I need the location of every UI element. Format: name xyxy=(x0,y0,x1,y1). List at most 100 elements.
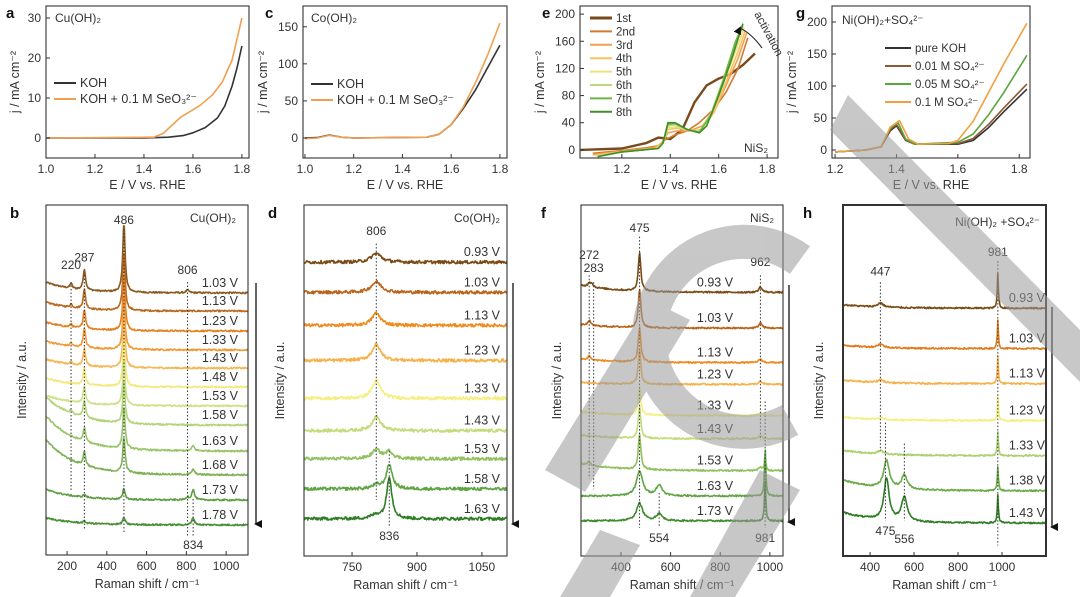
potential-label: 1.43 V xyxy=(464,414,501,428)
peak-label: 556 xyxy=(894,532,914,546)
spectrum-9 xyxy=(46,437,248,477)
potential-label: 1.78 V xyxy=(202,508,239,522)
plot-frame xyxy=(831,5,1031,159)
y-axis-label: Intensity / a.u. xyxy=(550,342,564,420)
peak-label: 806 xyxy=(366,224,386,238)
potential-label: 1.53 V xyxy=(202,389,239,403)
potential-label: 1.13 V xyxy=(697,346,734,360)
peak-label: 475 xyxy=(630,221,650,235)
watermark-stroke xyxy=(560,530,640,597)
spectrum-7 xyxy=(304,463,507,492)
potential-label: 0.93 V xyxy=(464,245,501,259)
potential-label: 0.93 V xyxy=(697,275,734,289)
x-axis-label: E / V vs. RHE xyxy=(367,178,443,192)
potential-label: 1.63 V xyxy=(697,479,734,493)
potential-label: 1.13 V xyxy=(1009,367,1046,381)
x-tick-label: 1.8 xyxy=(234,162,251,176)
x-tick-label: 600 xyxy=(904,560,924,574)
x-tick-label: 400 xyxy=(860,560,880,574)
x-tick-label: 1.0 xyxy=(297,162,314,176)
peak-label: 475 xyxy=(875,524,895,538)
potential-label: 1.23 V xyxy=(202,314,239,328)
potential-label: 1.53 V xyxy=(464,442,501,456)
legend-label: KOH xyxy=(337,77,364,91)
peak-label: 447 xyxy=(870,265,890,279)
plot-area xyxy=(304,252,507,522)
plot-area xyxy=(46,17,243,139)
x-tick-label: 400 xyxy=(97,559,117,573)
spectrum-10 xyxy=(46,487,248,502)
legend-label: 1st xyxy=(616,13,632,25)
panel-title: Co(OH)₂ xyxy=(311,11,357,25)
x-tick-label: 900 xyxy=(407,560,427,574)
potential-label: 1.43 V xyxy=(1009,506,1046,520)
panel-letter: a xyxy=(6,5,15,22)
x-tick-label: 1.4 xyxy=(136,162,153,176)
legend-label: 7th xyxy=(616,93,632,105)
plot-area xyxy=(304,22,501,140)
panel-title: NiS₂ xyxy=(744,141,768,155)
y-axis-label: j / mA cm⁻² xyxy=(256,51,270,114)
legend-label: 5th xyxy=(616,67,632,79)
peak-label: 272 xyxy=(579,248,599,262)
plot-area xyxy=(580,23,756,158)
spectrum-1 xyxy=(843,319,1046,351)
potential-label: 1.03 V xyxy=(464,275,501,289)
watermark xyxy=(545,95,1080,597)
plot-area xyxy=(843,272,1046,525)
x-tick-label: 1.6 xyxy=(710,162,727,176)
x-tick-label: 1.6 xyxy=(443,162,460,176)
spectrum-3 xyxy=(304,342,507,363)
x-tick-label: 1000 xyxy=(213,559,240,573)
potential-label: 1.38 V xyxy=(1009,474,1046,488)
y-axis-label: Intensity / a.u. xyxy=(273,342,287,420)
spectrum-6 xyxy=(581,433,783,473)
y-tick-label: 160 xyxy=(555,34,575,48)
potential-label: 1.73 V xyxy=(697,504,734,518)
series-line-0 xyxy=(46,45,243,139)
spectrum-4 xyxy=(843,431,1046,458)
spectrum-0 xyxy=(304,252,507,265)
spectrum-2 xyxy=(843,354,1046,386)
potential-label: 1.23 V xyxy=(1009,404,1046,418)
x-tick-label: 1.0 xyxy=(38,162,55,176)
panel-d: 0.93 V 1.03 V 1.13 V 1.23 V 1.33 V 1.43 V 1.53… xyxy=(268,204,519,592)
spectrum-4 xyxy=(304,378,507,401)
x-tick-label: 1.2 xyxy=(345,162,362,176)
y-axis-label: j / mA cm⁻² xyxy=(785,51,799,114)
legend-label: 6th xyxy=(616,80,632,92)
peak-label: 554 xyxy=(649,531,669,545)
potential-label: 1.13 V xyxy=(464,308,501,322)
panel-title: Cu(OH)₂ xyxy=(55,11,101,25)
series-line-1 xyxy=(46,17,243,139)
legend-label: 2nd xyxy=(616,26,635,38)
spectrum-1 xyxy=(304,279,507,295)
potential-label: 1.33 V xyxy=(1009,439,1046,453)
y-tick-label: 200 xyxy=(555,7,575,21)
x-axis-label: E / V vs. RHE xyxy=(109,178,185,192)
watermark-arc xyxy=(632,224,810,449)
x-tick-label: 1000 xyxy=(989,560,1016,574)
y-tick-label: 0 xyxy=(820,143,827,157)
series-line-1 xyxy=(304,22,501,140)
potential-label: 1.03 V xyxy=(697,311,734,325)
spectrum-5 xyxy=(304,414,507,433)
spectrum-5 xyxy=(46,338,248,389)
plot-frame xyxy=(579,5,779,159)
potential-label: 1.58 V xyxy=(202,408,239,422)
legend-label: 0.05 M SO₄²⁻ xyxy=(915,79,985,91)
y-tick-label: 150 xyxy=(278,20,298,34)
x-axis-label: E / V vs. RHE xyxy=(641,178,717,192)
legend-label: KOH + 0.1 M SeO₃²⁻ xyxy=(337,93,454,107)
potential-label: 1.33 V xyxy=(464,381,501,395)
potential-label: 1.48 V xyxy=(202,370,239,384)
potential-label: 1.63 V xyxy=(202,434,239,448)
x-tick-label: 1050 xyxy=(469,560,496,574)
x-tick-label: 1.2 xyxy=(827,162,844,176)
spectrum-8 xyxy=(304,476,507,522)
spectrum-5 xyxy=(843,458,1046,493)
x-tick-label: 200 xyxy=(57,559,77,573)
x-tick-label: 1.4 xyxy=(394,162,411,176)
